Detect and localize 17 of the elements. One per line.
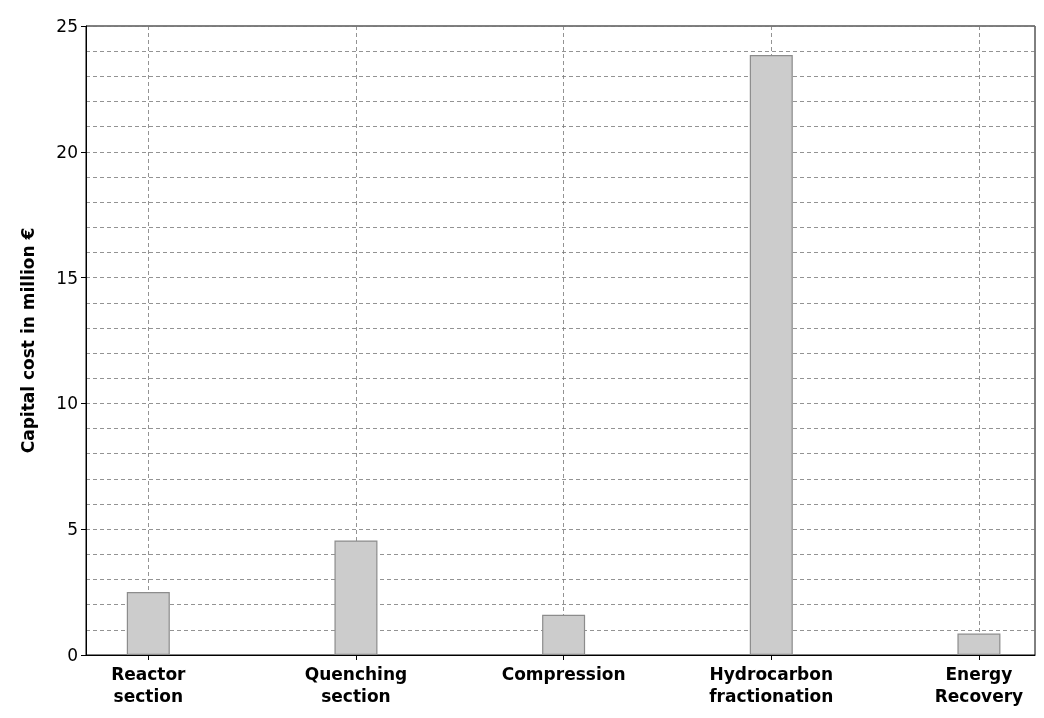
x-tick-label: Quenching section (304, 664, 408, 706)
y-tick-label: 20 (56, 141, 78, 162)
bar (334, 540, 378, 655)
x-tick-label: Reactor section (111, 664, 187, 706)
y-axis-title: Capital cost in million € (17, 227, 38, 454)
x-tick-label: Compression (501, 664, 626, 684)
x-tick-label: Hydrocarbon fractionation (709, 664, 834, 706)
bar (126, 592, 170, 655)
y-tick-label: 0 (67, 645, 78, 665)
bar (957, 633, 1001, 655)
y-tick-label: 15 (56, 267, 78, 288)
bar (749, 54, 793, 655)
y-tick-label: 10 (56, 393, 78, 414)
y-tick-label: 5 (67, 519, 78, 540)
x-tick-label: Energy Recovery (934, 664, 1024, 706)
y-tick-label: 25 (56, 16, 78, 36)
bar (542, 614, 586, 655)
